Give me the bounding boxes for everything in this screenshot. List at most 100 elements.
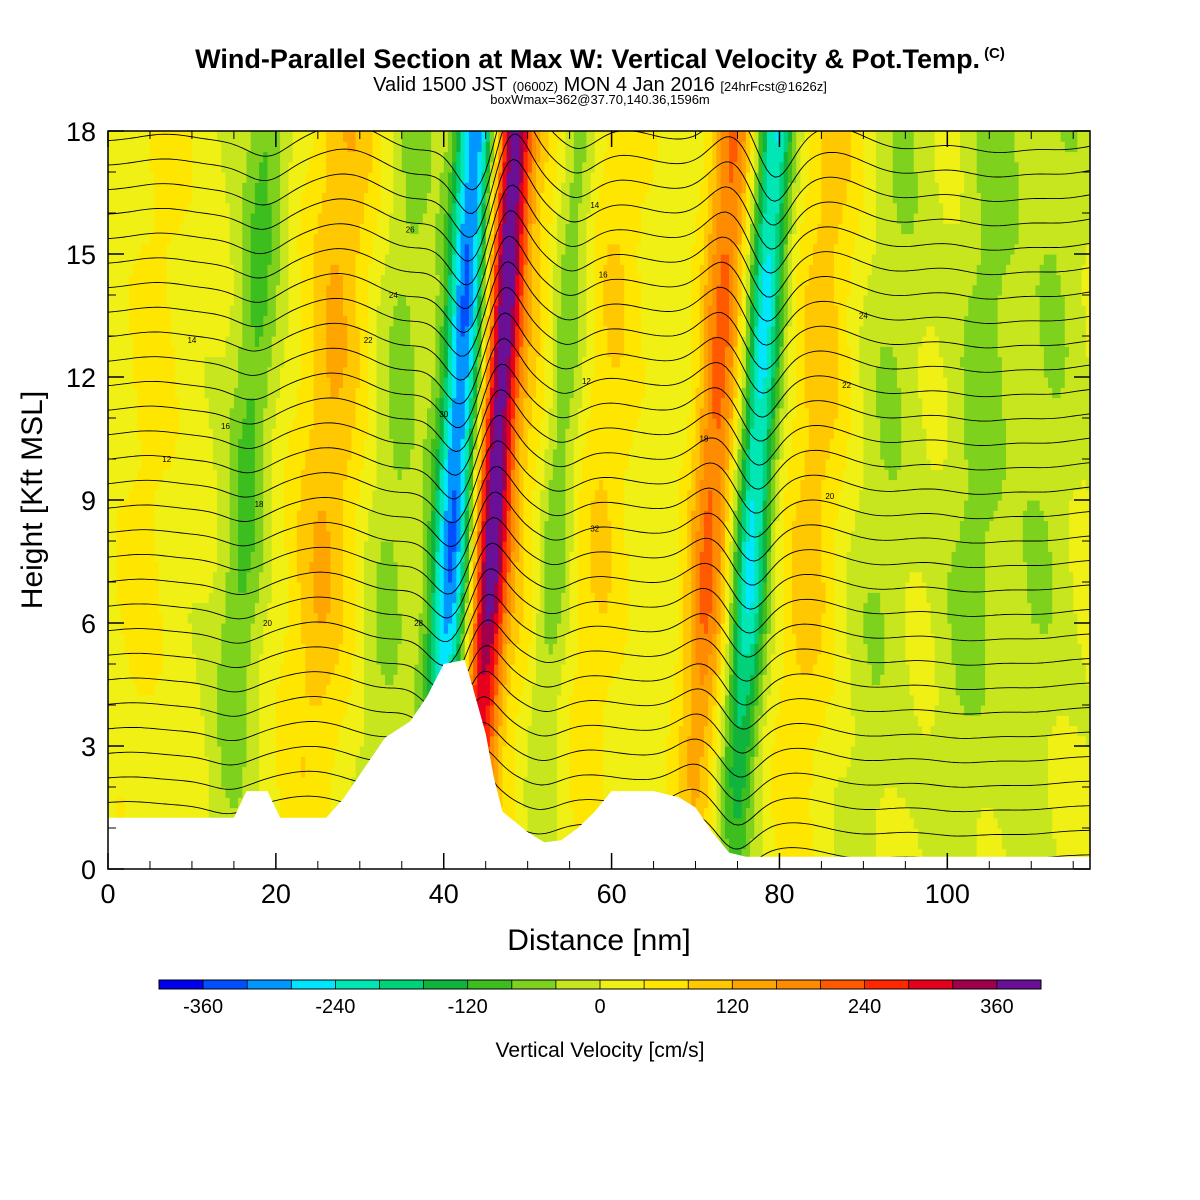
velocity-cell bbox=[716, 131, 722, 142]
velocity-cell bbox=[561, 254, 579, 265]
velocity-cell bbox=[775, 284, 781, 296]
velocity-cell bbox=[510, 418, 516, 429]
velocity-cell bbox=[834, 582, 848, 593]
velocity-cell bbox=[250, 305, 269, 317]
velocity-cell bbox=[498, 161, 504, 173]
velocity-cell bbox=[452, 315, 457, 327]
velocity-cell bbox=[485, 571, 499, 583]
velocity-cell bbox=[208, 418, 231, 429]
velocity-cell bbox=[473, 643, 478, 655]
title-text: Wind-Parallel Section at Max W: Vertical… bbox=[195, 44, 981, 74]
velocity-cell bbox=[703, 325, 709, 337]
velocity-cell bbox=[536, 151, 541, 163]
velocity-cell bbox=[456, 541, 462, 552]
velocity-cell bbox=[485, 377, 491, 388]
velocity-cell bbox=[191, 172, 227, 183]
velocity-cell bbox=[758, 633, 764, 645]
velocity-cell bbox=[821, 151, 852, 163]
velocity-cell bbox=[288, 612, 302, 624]
velocity-cell bbox=[221, 633, 252, 645]
velocity-cell bbox=[481, 223, 487, 235]
velocity-cell bbox=[502, 705, 508, 716]
velocity-cell bbox=[418, 223, 436, 235]
velocity-cell bbox=[540, 336, 546, 347]
velocity-cell bbox=[724, 602, 730, 614]
velocity-cell bbox=[578, 612, 629, 624]
velocity-cell bbox=[729, 459, 734, 470]
velocity-cell bbox=[905, 612, 932, 624]
velocity-cell bbox=[477, 602, 483, 614]
velocity-cell bbox=[750, 223, 755, 235]
velocity-cell bbox=[393, 192, 407, 204]
velocity-cell bbox=[271, 582, 290, 593]
velocity-cell bbox=[796, 223, 802, 235]
velocity-cell bbox=[452, 571, 457, 583]
velocity-cell bbox=[737, 254, 743, 265]
velocity-cell bbox=[485, 182, 491, 194]
velocity-cell bbox=[494, 202, 499, 214]
velocity-cell bbox=[435, 459, 441, 470]
velocity-cell bbox=[502, 418, 508, 429]
velocity-cell bbox=[678, 776, 688, 788]
velocity-cell bbox=[334, 756, 357, 768]
velocity-cell bbox=[494, 254, 499, 265]
velocity-cell bbox=[724, 459, 730, 470]
velocity-cell bbox=[489, 233, 495, 245]
velocity-cell bbox=[964, 500, 999, 511]
velocity-cell bbox=[246, 694, 260, 706]
velocity-cell bbox=[267, 366, 281, 378]
velocity-cell bbox=[762, 735, 776, 747]
velocity-cell bbox=[246, 397, 256, 409]
velocity-cell bbox=[515, 377, 520, 388]
velocity-cell bbox=[175, 448, 214, 460]
velocity-cell bbox=[288, 223, 302, 235]
velocity-cell bbox=[754, 243, 760, 255]
velocity-cell bbox=[259, 746, 277, 757]
velocity-cell bbox=[783, 151, 789, 163]
velocity-cell bbox=[108, 469, 138, 481]
velocity-cell bbox=[582, 356, 596, 368]
velocity-cell bbox=[523, 571, 533, 583]
velocity-cell bbox=[275, 746, 336, 757]
velocity-cell bbox=[741, 202, 747, 214]
velocity-cell bbox=[242, 243, 252, 255]
velocity-cell bbox=[309, 694, 323, 706]
velocity-cell bbox=[766, 254, 772, 265]
velocity-cell bbox=[813, 838, 835, 850]
velocity-cell bbox=[460, 633, 466, 645]
velocity-cell bbox=[187, 612, 227, 624]
velocity-cell bbox=[330, 571, 344, 583]
velocity-cell bbox=[775, 571, 785, 583]
velocity-cell bbox=[594, 305, 604, 317]
velocity-cell bbox=[548, 305, 554, 317]
velocity-cell bbox=[787, 131, 793, 142]
velocity-cell bbox=[1043, 356, 1066, 368]
velocity-cell bbox=[724, 633, 730, 645]
velocity-cell bbox=[787, 407, 797, 419]
velocity-cell bbox=[250, 274, 269, 286]
velocity-cell bbox=[729, 325, 734, 337]
velocity-cell bbox=[787, 151, 793, 163]
velocity-cell bbox=[259, 336, 273, 347]
velocity-cell bbox=[922, 336, 940, 347]
velocity-cell bbox=[754, 571, 760, 583]
velocity-cell bbox=[250, 633, 264, 645]
velocity-cell bbox=[829, 448, 848, 460]
velocity-cell bbox=[766, 161, 781, 173]
theta-contour-line bbox=[108, 645, 1090, 706]
velocity-cell bbox=[301, 346, 315, 358]
velocity-cell bbox=[498, 735, 508, 747]
velocity-cell bbox=[846, 612, 864, 624]
velocity-cell bbox=[435, 664, 441, 675]
velocity-cell bbox=[775, 325, 781, 337]
velocity-cell bbox=[275, 735, 340, 747]
velocity-cell bbox=[305, 182, 327, 194]
velocity-cell bbox=[846, 602, 864, 614]
velocity-cell bbox=[565, 561, 571, 573]
velocity-cell bbox=[884, 787, 898, 798]
velocity-cell bbox=[779, 469, 789, 481]
velocity-cell bbox=[431, 479, 436, 491]
velocity-cell bbox=[691, 284, 701, 296]
velocity-cell bbox=[460, 161, 466, 173]
velocity-cell bbox=[720, 479, 726, 491]
